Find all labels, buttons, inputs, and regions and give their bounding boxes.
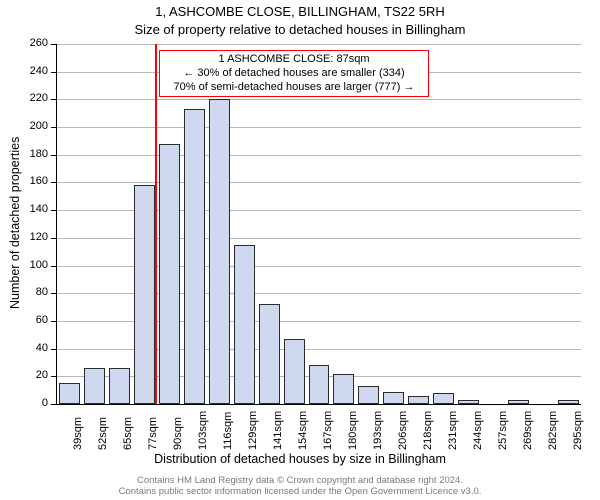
bar (309, 365, 330, 404)
y-tick-label: 60 (18, 314, 48, 326)
footer-credits: Contains HM Land Registry data © Crown c… (0, 476, 600, 498)
y-tick-mark (51, 238, 56, 239)
x-tick-label: 206sqm (397, 411, 409, 450)
y-tick-mark (51, 293, 56, 294)
bar (508, 400, 529, 404)
annotation-line1: 1 ASHCOMBE CLOSE: 87sqm (166, 53, 422, 67)
x-tick-label: 129sqm (247, 411, 259, 450)
y-tick-label: 220 (18, 92, 48, 104)
x-tick-label: 282sqm (547, 411, 559, 450)
y-tick-label: 100 (18, 259, 48, 271)
y-tick-label: 20 (18, 369, 48, 381)
bar (284, 339, 305, 404)
title-line2: Size of property relative to detached ho… (0, 22, 600, 37)
y-tick-mark (51, 321, 56, 322)
gridline (57, 99, 581, 100)
y-tick-mark (51, 182, 56, 183)
x-tick-label: 141sqm (272, 411, 284, 450)
bar (458, 400, 479, 404)
y-tick-label: 40 (18, 342, 48, 354)
x-tick-label: 244sqm (472, 411, 484, 450)
bar (433, 393, 454, 404)
y-tick-label: 200 (18, 120, 48, 132)
x-tick-label: 218sqm (422, 411, 434, 450)
x-tick-label: 52sqm (97, 417, 109, 450)
chart-plot-area: 1 ASHCOMBE CLOSE: 87sqm← 30% of detached… (56, 44, 581, 405)
y-tick-mark (51, 99, 56, 100)
gridline (57, 127, 581, 128)
y-tick-mark (51, 155, 56, 156)
y-tick-mark (51, 127, 56, 128)
x-tick-label: 193sqm (372, 411, 384, 450)
y-tick-mark (51, 44, 56, 45)
x-tick-label: 77sqm (147, 417, 159, 450)
bar (259, 304, 280, 404)
bar (59, 383, 80, 404)
title-line1: 1, ASHCOMBE CLOSE, BILLINGHAM, TS22 5RH (0, 4, 600, 19)
y-tick-label: 120 (18, 231, 48, 243)
y-tick-mark (51, 210, 56, 211)
bar (159, 144, 180, 404)
x-tick-label: 116sqm (222, 412, 234, 450)
y-tick-label: 0 (18, 397, 48, 409)
bar (358, 386, 379, 404)
y-tick-label: 260 (18, 37, 48, 49)
y-tick-mark (51, 72, 56, 73)
x-tick-label: 295sqm (572, 411, 584, 450)
x-tick-label: 39sqm (72, 417, 84, 450)
y-tick-mark (51, 266, 56, 267)
gridline (57, 44, 581, 45)
y-tick-mark (51, 376, 56, 377)
bar (209, 99, 230, 404)
y-tick-label: 140 (18, 203, 48, 215)
annotation-line3: 70% of semi-detached houses are larger (… (166, 81, 422, 95)
x-tick-label: 154sqm (297, 411, 309, 450)
x-tick-label: 65sqm (122, 417, 134, 450)
x-tick-label: 180sqm (347, 411, 359, 450)
marker-line (155, 44, 157, 404)
bar (184, 109, 205, 404)
x-tick-label: 269sqm (522, 411, 534, 450)
x-tick-label: 103sqm (197, 411, 209, 450)
bar (134, 185, 155, 404)
gridline (57, 182, 581, 183)
bar (558, 400, 579, 404)
x-tick-label: 90sqm (172, 417, 184, 450)
y-tick-mark (51, 404, 56, 405)
bar (234, 245, 255, 404)
y-axis-label: Number of detached properties (8, 137, 22, 309)
x-tick-label: 257sqm (497, 411, 509, 450)
bar (333, 374, 354, 404)
annotation-box: 1 ASHCOMBE CLOSE: 87sqm← 30% of detached… (159, 50, 429, 97)
y-tick-label: 160 (18, 175, 48, 187)
bar (109, 368, 130, 404)
y-tick-mark (51, 349, 56, 350)
y-tick-label: 80 (18, 286, 48, 298)
annotation-line2: ← 30% of detached houses are smaller (33… (166, 67, 422, 81)
footer-line2: Contains public sector information licen… (0, 487, 600, 498)
bar (383, 392, 404, 404)
x-axis-label: Distribution of detached houses by size … (0, 452, 600, 466)
y-tick-label: 240 (18, 65, 48, 77)
gridline (57, 155, 581, 156)
bar (408, 396, 429, 404)
x-tick-label: 231sqm (447, 411, 459, 450)
x-tick-label: 167sqm (322, 411, 334, 450)
bar (84, 368, 105, 404)
y-tick-label: 180 (18, 148, 48, 160)
